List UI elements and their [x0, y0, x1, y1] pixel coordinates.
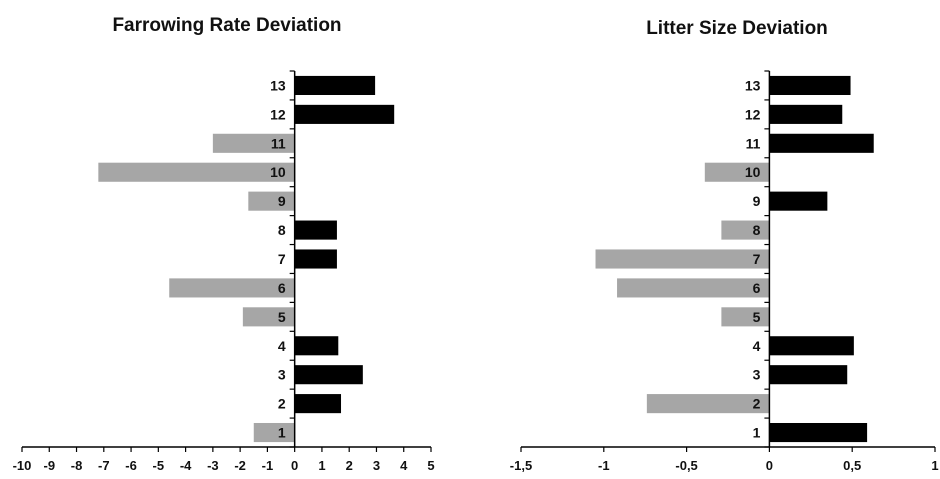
chart-title: Litter Size Deviation — [646, 18, 828, 39]
category-label-4: 4 — [753, 338, 761, 354]
farrowing-rate-chart: Farrowing Rate Deviation 1 2 3 4 5 6 7 8 9 10 11 12 1… — [13, 15, 435, 473]
category-label-13: 13 — [270, 77, 286, 93]
category-label-8: 8 — [278, 222, 286, 238]
category-label-12: 12 — [270, 106, 286, 122]
category-label-10: 10 — [745, 164, 761, 180]
bar-1 — [253, 422, 295, 443]
bar-13 — [294, 75, 376, 96]
bar-8 — [294, 220, 337, 240]
bar-10 — [98, 162, 295, 182]
x-tick-label: 1 — [318, 458, 325, 473]
bar-11 — [212, 133, 295, 153]
x-tick-label: 2 — [346, 458, 353, 473]
x-tick-label: -10 — [13, 458, 32, 473]
x-tick-label: -2 — [234, 458, 246, 473]
category-label-8: 8 — [753, 222, 761, 238]
x-tick-label: -9 — [43, 458, 55, 473]
bar-3 — [294, 365, 363, 385]
bar-13 — [769, 75, 851, 96]
x-tick-label: 0 — [766, 458, 773, 473]
bar-2 — [646, 394, 770, 414]
bar-5 — [242, 307, 295, 327]
category-label-10: 10 — [270, 164, 286, 180]
bar-2 — [294, 394, 342, 414]
category-label-9: 9 — [278, 193, 286, 209]
x-tick-label: -7 — [98, 458, 110, 473]
x-tick-label: -6 — [125, 458, 137, 473]
bar-9 — [248, 191, 295, 211]
x-tick-label: -1 — [598, 458, 610, 473]
category-label-6: 6 — [753, 280, 761, 296]
bar-9 — [769, 191, 828, 211]
category-label-11: 11 — [271, 135, 286, 151]
category-label-5: 5 — [278, 309, 286, 325]
bar-4 — [294, 336, 339, 356]
x-tick-label: -4 — [180, 458, 192, 473]
bar-3 — [769, 365, 848, 385]
litter-size-chart-svg: Litter Size Deviation12345678910111213-1… — [510, 18, 939, 473]
category-label-2: 2 — [753, 396, 761, 412]
x-tick-label: -0,5 — [675, 458, 697, 473]
x-tick-label: -5 — [153, 458, 165, 473]
bar-1 — [769, 422, 868, 443]
bar-12 — [769, 104, 843, 124]
category-label-6: 6 — [278, 280, 286, 296]
category-label-1: 1 — [753, 425, 761, 441]
litter-size-chart: Litter Size Deviation 1 2 3 4 5 6 7 8 9 10 11 12 13 -1… — [470, 0, 940, 479]
bar-7 — [294, 249, 337, 269]
x-tick-label: 0,5 — [843, 458, 861, 473]
bar-12 — [294, 104, 395, 124]
x-tick-label: -1,5 — [510, 458, 532, 473]
bar-6 — [169, 278, 295, 298]
category-label-11: 11 — [746, 135, 761, 151]
x-tick-label: 0 — [291, 458, 298, 473]
x-tick-label: 3 — [373, 458, 380, 473]
category-label-12: 12 — [745, 106, 761, 122]
bar-6 — [617, 278, 770, 298]
category-label-5: 5 — [753, 309, 761, 325]
category-label-7: 7 — [278, 251, 286, 267]
chart-title: Farrowing Rate Deviation — [112, 15, 341, 36]
x-tick-label: -3 — [207, 458, 219, 473]
category-label-4: 4 — [278, 338, 286, 354]
bar-10 — [704, 162, 770, 182]
x-tick-label: 1 — [931, 458, 938, 473]
bar-11 — [769, 133, 874, 153]
farrowing-rate-chart-svg: Farrowing Rate Deviation1234567891011121… — [13, 15, 435, 473]
bar-8 — [721, 220, 770, 240]
category-label-3: 3 — [278, 367, 286, 383]
category-label-7: 7 — [753, 251, 761, 267]
category-label-13: 13 — [745, 77, 761, 93]
x-tick-label: -1 — [262, 458, 274, 473]
category-label-9: 9 — [753, 193, 761, 209]
category-label-2: 2 — [278, 396, 286, 412]
bar-5 — [721, 307, 770, 327]
x-tick-label: 4 — [400, 458, 408, 473]
category-label-3: 3 — [753, 367, 761, 383]
bar-4 — [769, 336, 854, 356]
x-tick-label: 5 — [427, 458, 434, 473]
category-label-1: 1 — [278, 425, 286, 441]
x-tick-label: -8 — [71, 458, 83, 473]
bar-7 — [595, 249, 770, 269]
